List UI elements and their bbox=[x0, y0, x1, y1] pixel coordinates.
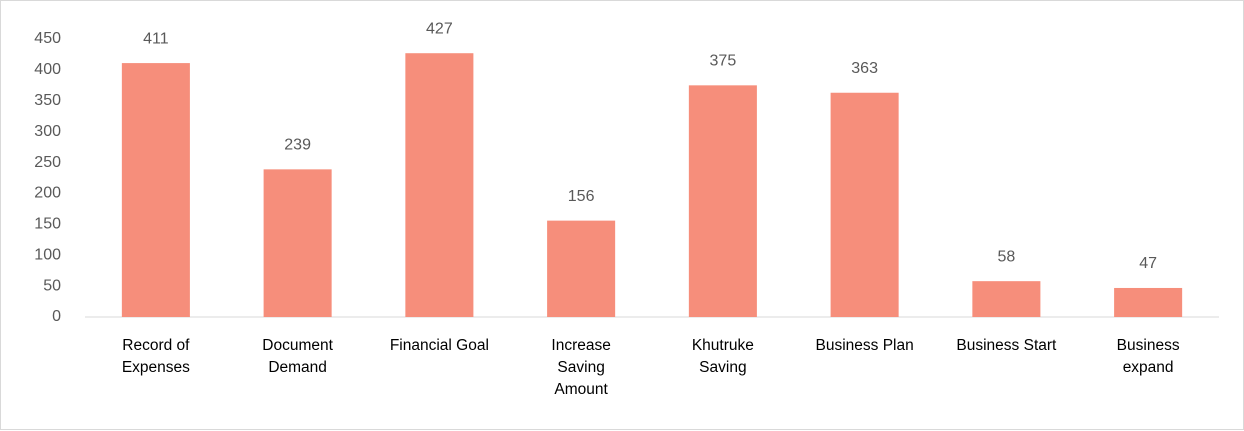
bar bbox=[688, 85, 757, 317]
data-label: 411 bbox=[143, 30, 169, 47]
y-tick-label: 450 bbox=[34, 30, 61, 47]
data-label: 427 bbox=[426, 20, 453, 37]
x-tick-label: Document Demand bbox=[262, 337, 333, 376]
y-tick-label: 150 bbox=[34, 216, 61, 233]
x-tick-label: Increase Saving Amount bbox=[551, 337, 611, 398]
bar bbox=[263, 169, 332, 317]
bar bbox=[121, 63, 190, 317]
y-tick-label: 300 bbox=[34, 123, 61, 140]
y-tick-label: 200 bbox=[34, 185, 61, 202]
data-label: 58 bbox=[997, 248, 1015, 265]
data-label: 375 bbox=[710, 53, 737, 70]
bar bbox=[830, 92, 899, 317]
y-tick-label: 0 bbox=[52, 308, 61, 325]
data-label: 363 bbox=[851, 60, 878, 77]
y-tick-label: 100 bbox=[34, 246, 61, 263]
bar bbox=[972, 281, 1041, 317]
data-label: 156 bbox=[568, 188, 595, 205]
y-tick-label: 350 bbox=[34, 92, 61, 109]
x-tick-label: Financial Goal bbox=[389, 337, 489, 354]
x-tick-label: Business Plan bbox=[815, 337, 914, 354]
data-label: 47 bbox=[1139, 255, 1157, 272]
x-tick-label: Record of Expenses bbox=[121, 337, 190, 376]
x-tick-label: Business Start bbox=[956, 337, 1057, 354]
bar bbox=[1114, 287, 1183, 317]
y-tick-label: 400 bbox=[34, 61, 61, 78]
x-tick-label: Business expand bbox=[1116, 337, 1180, 376]
bar bbox=[547, 220, 616, 317]
y-tick-label: 50 bbox=[43, 277, 61, 294]
data-label: 239 bbox=[284, 137, 311, 154]
x-tick-label: Khutruke Saving bbox=[691, 337, 754, 376]
bar bbox=[405, 53, 474, 317]
y-tick-label: 250 bbox=[34, 154, 61, 171]
